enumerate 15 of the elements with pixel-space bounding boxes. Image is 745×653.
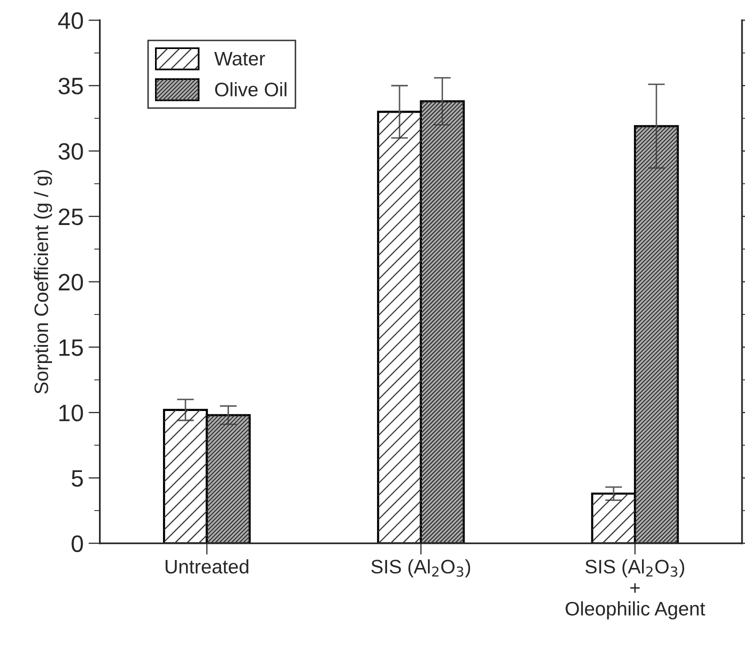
y-tick-label: 35	[58, 78, 83, 94]
x-tick-label: Untreated	[166, 559, 248, 574]
legend-label: Olive Oil	[215, 82, 286, 96]
y-tick-label: 15	[59, 339, 83, 356]
y-tick-label: 30	[58, 143, 83, 160]
category-label: SIS (Al$_{2}$O$_{3}$) + Oleophilic Agent	[566, 559, 706, 620]
y-tick-label: 25	[58, 208, 83, 226]
y-tick-label: 40	[58, 12, 83, 30]
x-tick-label: SIS (Al$_{2}$O$_{3}$)	[371, 559, 470, 578]
y-tick-label: 0	[72, 535, 83, 552]
y-axis-title: Sorption Coefficient (g / g)	[34, 170, 52, 394]
legend-label: Water	[214, 52, 265, 66]
y-tick-label: 20	[58, 274, 83, 291]
y-tick-label: 5	[72, 470, 83, 487]
y-tick-label: 10	[59, 404, 83, 422]
